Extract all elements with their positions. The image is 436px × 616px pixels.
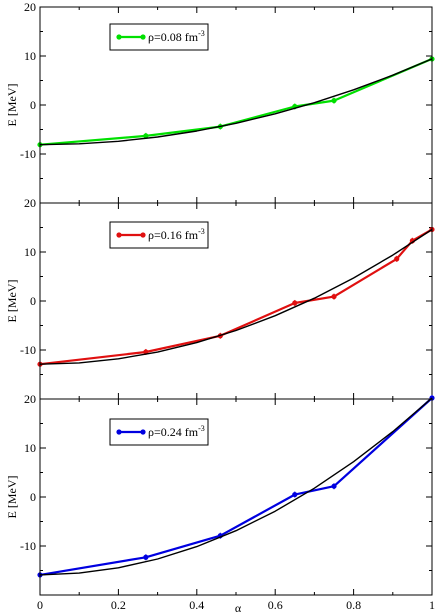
legend-marker <box>116 34 122 40</box>
x-tick-label: 0 <box>37 598 43 612</box>
y-axis-title: E [MeV] <box>5 280 19 323</box>
series-line-1 <box>39 57 433 146</box>
panel-1: -10 0 10 20 E [MeV] ρ=0.08 fm-3 <box>5 0 435 204</box>
plot-frame <box>39 6 433 204</box>
plot-frame <box>39 202 433 400</box>
x-tick-label: 1 <box>429 598 435 612</box>
legend-marker <box>116 429 122 435</box>
legend: ρ=0.24 fm-3 <box>109 418 209 446</box>
y-tick-label: 10 <box>24 441 36 455</box>
y-tick-label: 10 <box>24 245 36 259</box>
panel-2: -10 0 10 20 E [MeV] ρ=0.16 fm-3 <box>5 196 435 400</box>
legend-label: ρ=0.16 fm-3 <box>148 227 205 242</box>
x-tick-label: 0.2 <box>111 598 126 612</box>
y-tick-label: -10 <box>20 539 36 553</box>
legend: ρ=0.08 fm-3 <box>109 23 209 51</box>
x-tick-label: 0.8 <box>346 598 361 612</box>
y-tick-label: 0 <box>30 490 36 504</box>
fit-curve-line <box>39 228 433 365</box>
panel-3: -10 0 10 20 0 0.2 0.4 0.6 0.8 1 E [MeV] ρ=0.24 fm-3 <box>5 392 435 612</box>
series-line-2 <box>39 228 433 366</box>
legend-marker <box>140 232 146 238</box>
legend: ρ=0.16 fm-3 <box>109 221 209 249</box>
plot-frame <box>39 398 433 596</box>
legend-marker <box>140 429 146 435</box>
legend-marker <box>116 232 122 238</box>
y-axis-title: E [MeV] <box>5 476 19 519</box>
x-tick-label: 0.6 <box>268 598 283 612</box>
y-tick-label: 20 <box>24 392 36 406</box>
y-tick-label: 20 <box>24 0 36 14</box>
legend-marker <box>140 34 146 40</box>
y-tick-label: 0 <box>30 294 36 308</box>
fit-curve-line <box>39 397 433 576</box>
legend-label: ρ=0.08 fm-3 <box>148 29 205 44</box>
y-tick-label: 0 <box>30 98 36 112</box>
x-tick-label: 0.4 <box>189 598 204 612</box>
legend-label: ρ=0.24 fm-3 <box>148 424 205 439</box>
y-axis-title: E [MeV] <box>5 84 19 127</box>
fit-curve-line <box>39 58 433 146</box>
y-tick-label: 20 <box>24 196 36 210</box>
y-tick-label: 10 <box>24 49 36 63</box>
y-tick-label: -10 <box>20 343 36 357</box>
series-line-3 <box>39 397 433 576</box>
y-tick-label: -10 <box>20 147 36 161</box>
x-axis-title: α <box>235 601 242 615</box>
